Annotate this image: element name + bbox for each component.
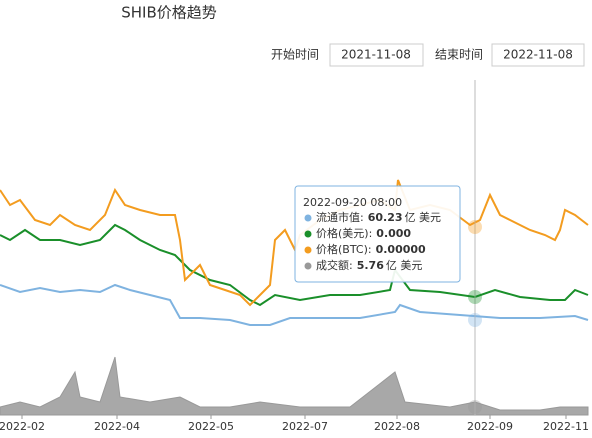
tooltip-label: 价格(BTC): [316,242,372,256]
x-tick-label: 2022-08 [374,420,420,433]
start-label: 开始时间 [271,48,319,62]
hover-markers [468,220,482,414]
x-tick-label: 2022-11 [543,420,589,433]
tooltip-title: 2022-09-20 08:00 [303,196,402,209]
tooltip-value: 0.00000 [376,243,426,256]
tooltip-dot [304,246,312,254]
tooltip-label: 价格(美元): [316,226,372,240]
tooltip-dot [304,230,312,238]
end-date[interactable]: 2022-11-08 [503,48,573,62]
tooltip-row: 价格(BTC): 0.00000 [316,242,426,256]
x-tick-label: 2022-07 [282,420,328,433]
tooltip-unit: 亿 美元 [386,259,423,272]
area [0,356,589,416]
tooltip-label: 流通市值: [316,210,364,224]
start-date-input[interactable] [329,43,424,67]
tooltip-unit: 亿 美元 [405,211,442,224]
line [0,223,589,307]
hover-marker [468,400,482,414]
tooltip-value: 60.23 [368,211,403,224]
line [0,179,589,307]
tooltip-label: 成交额: [316,258,353,272]
start-date[interactable]: 2021-11-08 [341,48,411,62]
hover-marker [468,290,482,304]
chart-title: SHIB价格趋势 [121,4,217,22]
end-label: 结束时间 [435,48,483,62]
tooltip-row: 成交额: 5.76 亿 美元 [316,258,422,272]
tooltip-row: 价格(美元): 0.000 [316,226,411,240]
x-tick-label: 2022-05 [188,420,234,433]
x-tick-label: 2022-09 [467,420,513,433]
x-tick-label: 2022-04 [94,420,140,433]
hover-marker [468,313,482,327]
plot [0,179,589,416]
tooltip-dot [304,214,312,222]
tooltip-row: 流通市值: 60.23 亿 美元 [316,210,441,224]
date-controls: 开始时间 2021-11-08 结束时间 2022-11-08 [271,43,585,67]
tooltip-box [294,185,461,283]
end-date-input[interactable] [491,43,585,67]
hover-marker [468,220,482,234]
tooltip-dot [304,262,312,270]
tooltip-value: 5.76 [357,259,384,272]
tooltip-value: 0.000 [376,227,411,240]
line [0,283,589,326]
x-tick-label: 2022-02 [0,420,45,433]
